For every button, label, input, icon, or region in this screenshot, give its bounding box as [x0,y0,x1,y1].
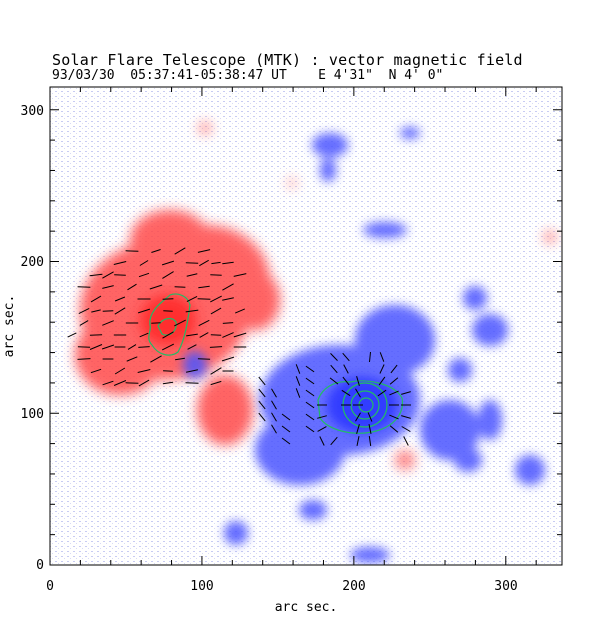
plot-title: Solar Flare Telescope (MTK) : vector mag… [52,51,523,69]
x-tick-label-0: 0 [46,579,54,594]
x-axis-label: arc sec. [275,600,338,615]
axis-ticks [49,87,562,566]
y-tick-label-0: 0 [36,558,44,573]
plot-subtitle: 93/03/30 05:37:41-05:38:47 UT E 4'31" N … [52,68,443,83]
positive-polarity-core [140,295,196,345]
y-tick-label-300: 300 [21,104,44,119]
x-tick-label-300: 300 [494,579,517,594]
transverse-field-vectors [67,247,411,447]
y-tick-label-200: 200 [21,255,44,270]
x-tick-label-100: 100 [190,579,213,594]
field-contours [148,293,403,434]
x-tick-label-200: 200 [342,579,365,594]
positive-polarity-spots [199,122,556,470]
plot-frame [49,86,563,566]
y-axis-label: arc sec. [2,295,17,358]
observation-time-range: 05:37:41-05:38:47 UT [130,68,287,83]
observation-date: 93/03/30 [52,68,115,83]
magnetogram-image [67,122,556,563]
observation-position: E 4'31" N 4' 0" [318,68,444,83]
y-tick-label-100: 100 [21,407,44,422]
